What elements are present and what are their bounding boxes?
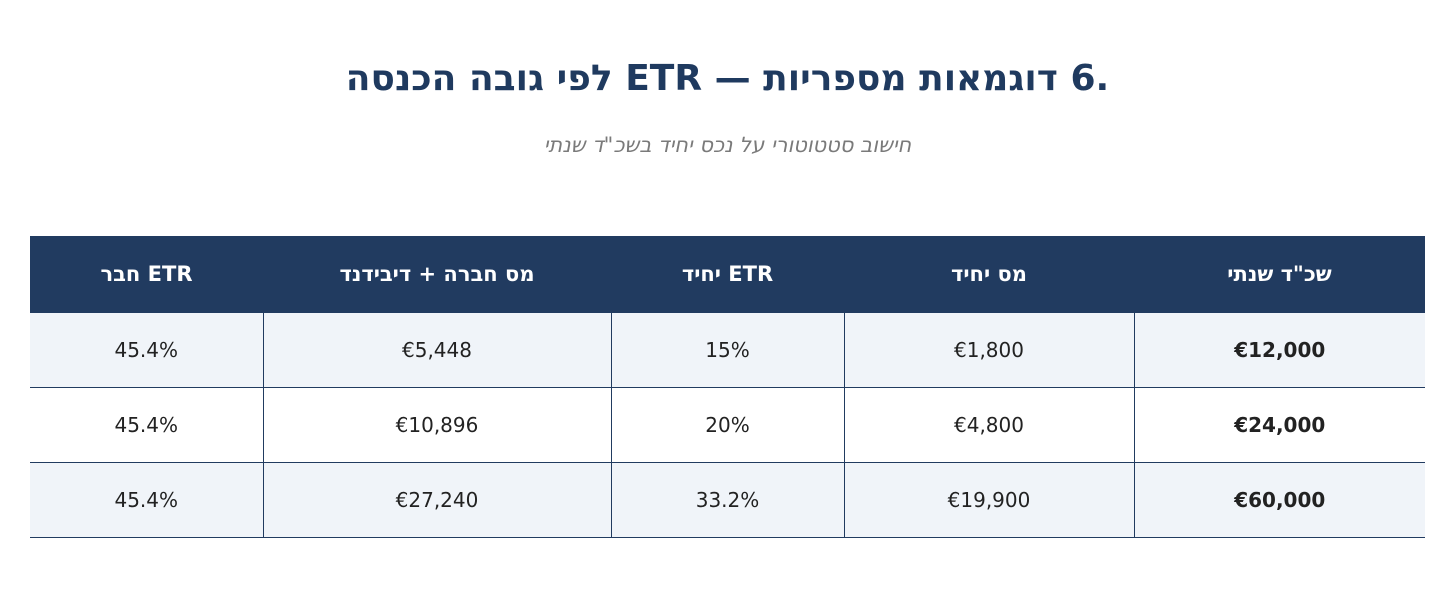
table-row: 45.4% €10,896 20% €4,800 €24,000 <box>30 387 1425 463</box>
table-cell: €5,448 <box>262 312 612 388</box>
table-cell: 20% <box>610 387 845 463</box>
table-cell: €10,896 <box>262 387 612 463</box>
table-cell: €27,240 <box>262 462 612 538</box>
table-cell: 45.4% <box>30 387 264 463</box>
table-header-row: חבר ETR מס חברה + דיבידנד יחיד ETR מס יח… <box>30 236 1425 313</box>
table-cell: €19,900 <box>843 462 1135 538</box>
column-header-company-tax-dividend: מס חברה + דיבידנד <box>263 236 611 313</box>
table-cell: 45.4% <box>30 462 264 538</box>
table-row: 45.4% €5,448 15% €1,800 €12,000 <box>30 312 1425 388</box>
table-cell: €1,800 <box>843 312 1135 388</box>
table-cell: 33.2% <box>610 462 845 538</box>
etr-table: חבר ETR מס חברה + דיבידנד יחיד ETR מס יח… <box>30 236 1425 538</box>
table-cell: 45.4% <box>30 312 264 388</box>
table-row: 45.4% €27,240 33.2% €19,900 €60,000 <box>30 462 1425 538</box>
table-cell: 15% <box>610 312 845 388</box>
column-header-annual-rent: שכ"ד שנתי <box>1134 236 1425 313</box>
page-title: .6 דוגמאות מספריות — ETR לפי גובה הכנסה <box>345 58 1110 99</box>
page-subtitle: חישוב סטטוטורי על נכס יחיד בשכ"ד שנתי <box>543 133 912 157</box>
column-header-company-etr: חבר ETR <box>30 236 263 313</box>
table-cell: €24,000 <box>1133 387 1425 463</box>
table-cell: €4,800 <box>843 387 1135 463</box>
column-header-individual-tax: מס יחיד <box>844 236 1134 313</box>
table-cell: €60,000 <box>1133 462 1425 538</box>
column-header-individual-etr: יחיד ETR <box>611 236 844 313</box>
table-cell: €12,000 <box>1133 312 1425 388</box>
